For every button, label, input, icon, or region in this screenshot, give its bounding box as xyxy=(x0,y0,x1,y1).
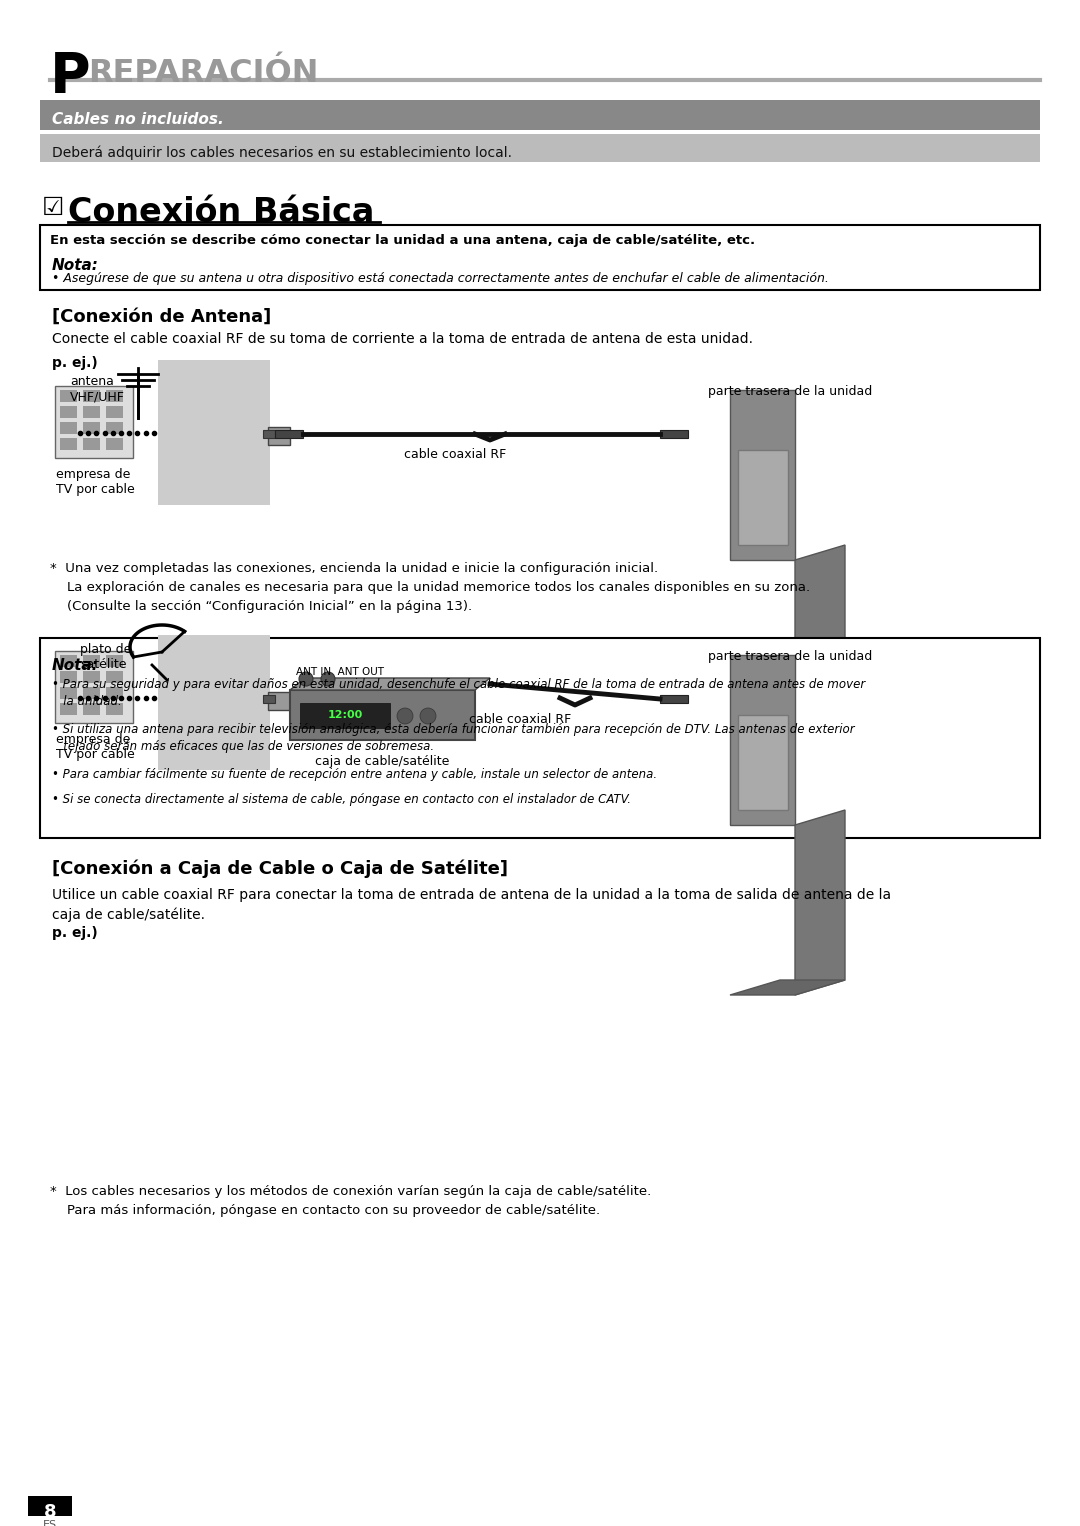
Text: En esta sección se describe cómo conectar la unidad a una antena, caja de cable/: En esta sección se describe cómo conecta… xyxy=(50,233,755,247)
Text: ANT IN  ANT OUT: ANT IN ANT OUT xyxy=(296,667,384,678)
Bar xyxy=(264,430,275,438)
Text: Nota:: Nota: xyxy=(52,258,99,273)
Text: caja de cable/satélite: caja de cable/satélite xyxy=(314,755,449,768)
Bar xyxy=(83,655,100,667)
Text: • Si utiliza una antena para recibir televisión analógica, ésta debería funciona: • Si utiliza una antena para recibir tel… xyxy=(52,723,854,752)
Text: Conexión Básica: Conexión Básica xyxy=(68,195,375,229)
Text: cable coaxial RF: cable coaxial RF xyxy=(404,449,507,461)
Bar xyxy=(106,391,123,401)
Bar xyxy=(83,423,100,433)
Bar xyxy=(28,1495,72,1515)
Bar xyxy=(40,638,1040,838)
Bar xyxy=(60,438,77,450)
Text: • Si se conecta directamente al sistema de cable, póngase en contacto con el ins: • Si se conecta directamente al sistema … xyxy=(52,794,631,806)
Bar xyxy=(40,134,1040,162)
Bar xyxy=(268,427,291,446)
Text: • Asegúrese de que su antena u otra dispositivo está conectada correctamente ant: • Asegúrese de que su antena u otra disp… xyxy=(52,272,828,285)
Text: p. ej.): p. ej.) xyxy=(52,356,98,369)
Bar xyxy=(60,687,77,699)
Text: ☑: ☑ xyxy=(42,195,65,220)
Bar xyxy=(268,691,291,710)
Bar xyxy=(738,450,788,545)
Bar xyxy=(60,391,77,401)
Bar xyxy=(83,703,100,716)
Polygon shape xyxy=(795,810,845,995)
Bar xyxy=(60,671,77,684)
Polygon shape xyxy=(795,545,845,729)
Bar xyxy=(106,687,123,699)
Bar xyxy=(660,694,688,703)
Text: 8: 8 xyxy=(43,1503,56,1521)
Bar xyxy=(300,703,390,728)
Text: REPARACIÓN: REPARACIÓN xyxy=(87,58,319,89)
Polygon shape xyxy=(291,678,490,690)
Bar xyxy=(55,652,133,723)
Text: Utilice un cable coaxial RF para conectar la toma de entrada de antena de la uni: Utilice un cable coaxial RF para conecta… xyxy=(52,888,891,922)
Bar xyxy=(660,430,688,438)
Bar xyxy=(738,716,788,810)
Text: [Conexión de Antena]: [Conexión de Antena] xyxy=(52,308,271,327)
Text: empresa de
TV por cable: empresa de TV por cable xyxy=(56,732,135,761)
Text: *  Una vez completadas las conexiones, encienda la unidad e inicie la configurac: * Una vez completadas las conexiones, en… xyxy=(50,562,810,613)
Text: • Para su seguridad y para evitar daños en esta unidad, desenchufe el cable coax: • Para su seguridad y para evitar daños … xyxy=(52,678,865,708)
Bar xyxy=(291,690,475,740)
Bar xyxy=(106,423,123,433)
Bar xyxy=(60,655,77,667)
Bar xyxy=(55,386,133,458)
Bar xyxy=(83,391,100,401)
Bar xyxy=(83,687,100,699)
Bar xyxy=(40,101,1040,130)
Bar xyxy=(83,671,100,684)
Text: • Para cambiar fácilmente su fuente de recepción entre antena y cable, instale u: • Para cambiar fácilmente su fuente de r… xyxy=(52,768,657,781)
Text: cable coaxial RF: cable coaxial RF xyxy=(469,713,571,726)
Text: plato de
satélite: plato de satélite xyxy=(80,642,132,671)
Circle shape xyxy=(420,708,436,723)
Bar xyxy=(158,635,270,771)
Text: [Conexión a Caja de Cable o Caja de Satélite]: [Conexión a Caja de Cable o Caja de Saté… xyxy=(52,861,508,879)
Text: p. ej.): p. ej.) xyxy=(52,926,98,940)
Text: empresa de
TV por cable: empresa de TV por cable xyxy=(56,468,135,496)
Circle shape xyxy=(321,671,335,687)
Bar xyxy=(106,655,123,667)
Text: Cables no incluidos.: Cables no incluidos. xyxy=(52,111,224,127)
Text: ES: ES xyxy=(43,1520,57,1526)
Text: *  Los cables necesarios y los métodos de conexión varían según la caja de cable: * Los cables necesarios y los métodos de… xyxy=(50,1186,651,1218)
Bar xyxy=(83,438,100,450)
Bar xyxy=(264,694,275,703)
Text: parte trasera de la unidad: parte trasera de la unidad xyxy=(707,650,873,662)
Bar xyxy=(83,406,100,418)
Bar xyxy=(60,703,77,716)
Bar xyxy=(60,423,77,433)
Circle shape xyxy=(299,671,313,687)
Text: P: P xyxy=(50,50,91,104)
Bar xyxy=(106,703,123,716)
Bar xyxy=(730,391,795,560)
Bar xyxy=(106,406,123,418)
Bar xyxy=(275,430,303,438)
Text: antena
VHF/UHF: antena VHF/UHF xyxy=(70,375,125,403)
Text: 12:00: 12:00 xyxy=(327,710,363,720)
Text: Nota:: Nota: xyxy=(52,658,99,673)
Bar xyxy=(40,224,1040,290)
Polygon shape xyxy=(730,980,845,995)
Bar xyxy=(106,671,123,684)
Text: parte trasera de la unidad: parte trasera de la unidad xyxy=(707,385,873,398)
Bar xyxy=(730,655,795,826)
Polygon shape xyxy=(730,716,845,729)
Bar xyxy=(60,406,77,418)
Circle shape xyxy=(397,708,413,723)
Bar xyxy=(158,360,270,505)
Text: Deberá adquirir los cables necesarios en su establecimiento local.: Deberá adquirir los cables necesarios en… xyxy=(52,146,512,160)
Bar xyxy=(106,438,123,450)
Text: Conecte el cable coaxial RF de su toma de corriente a la toma de entrada de ante: Conecte el cable coaxial RF de su toma d… xyxy=(52,333,753,346)
